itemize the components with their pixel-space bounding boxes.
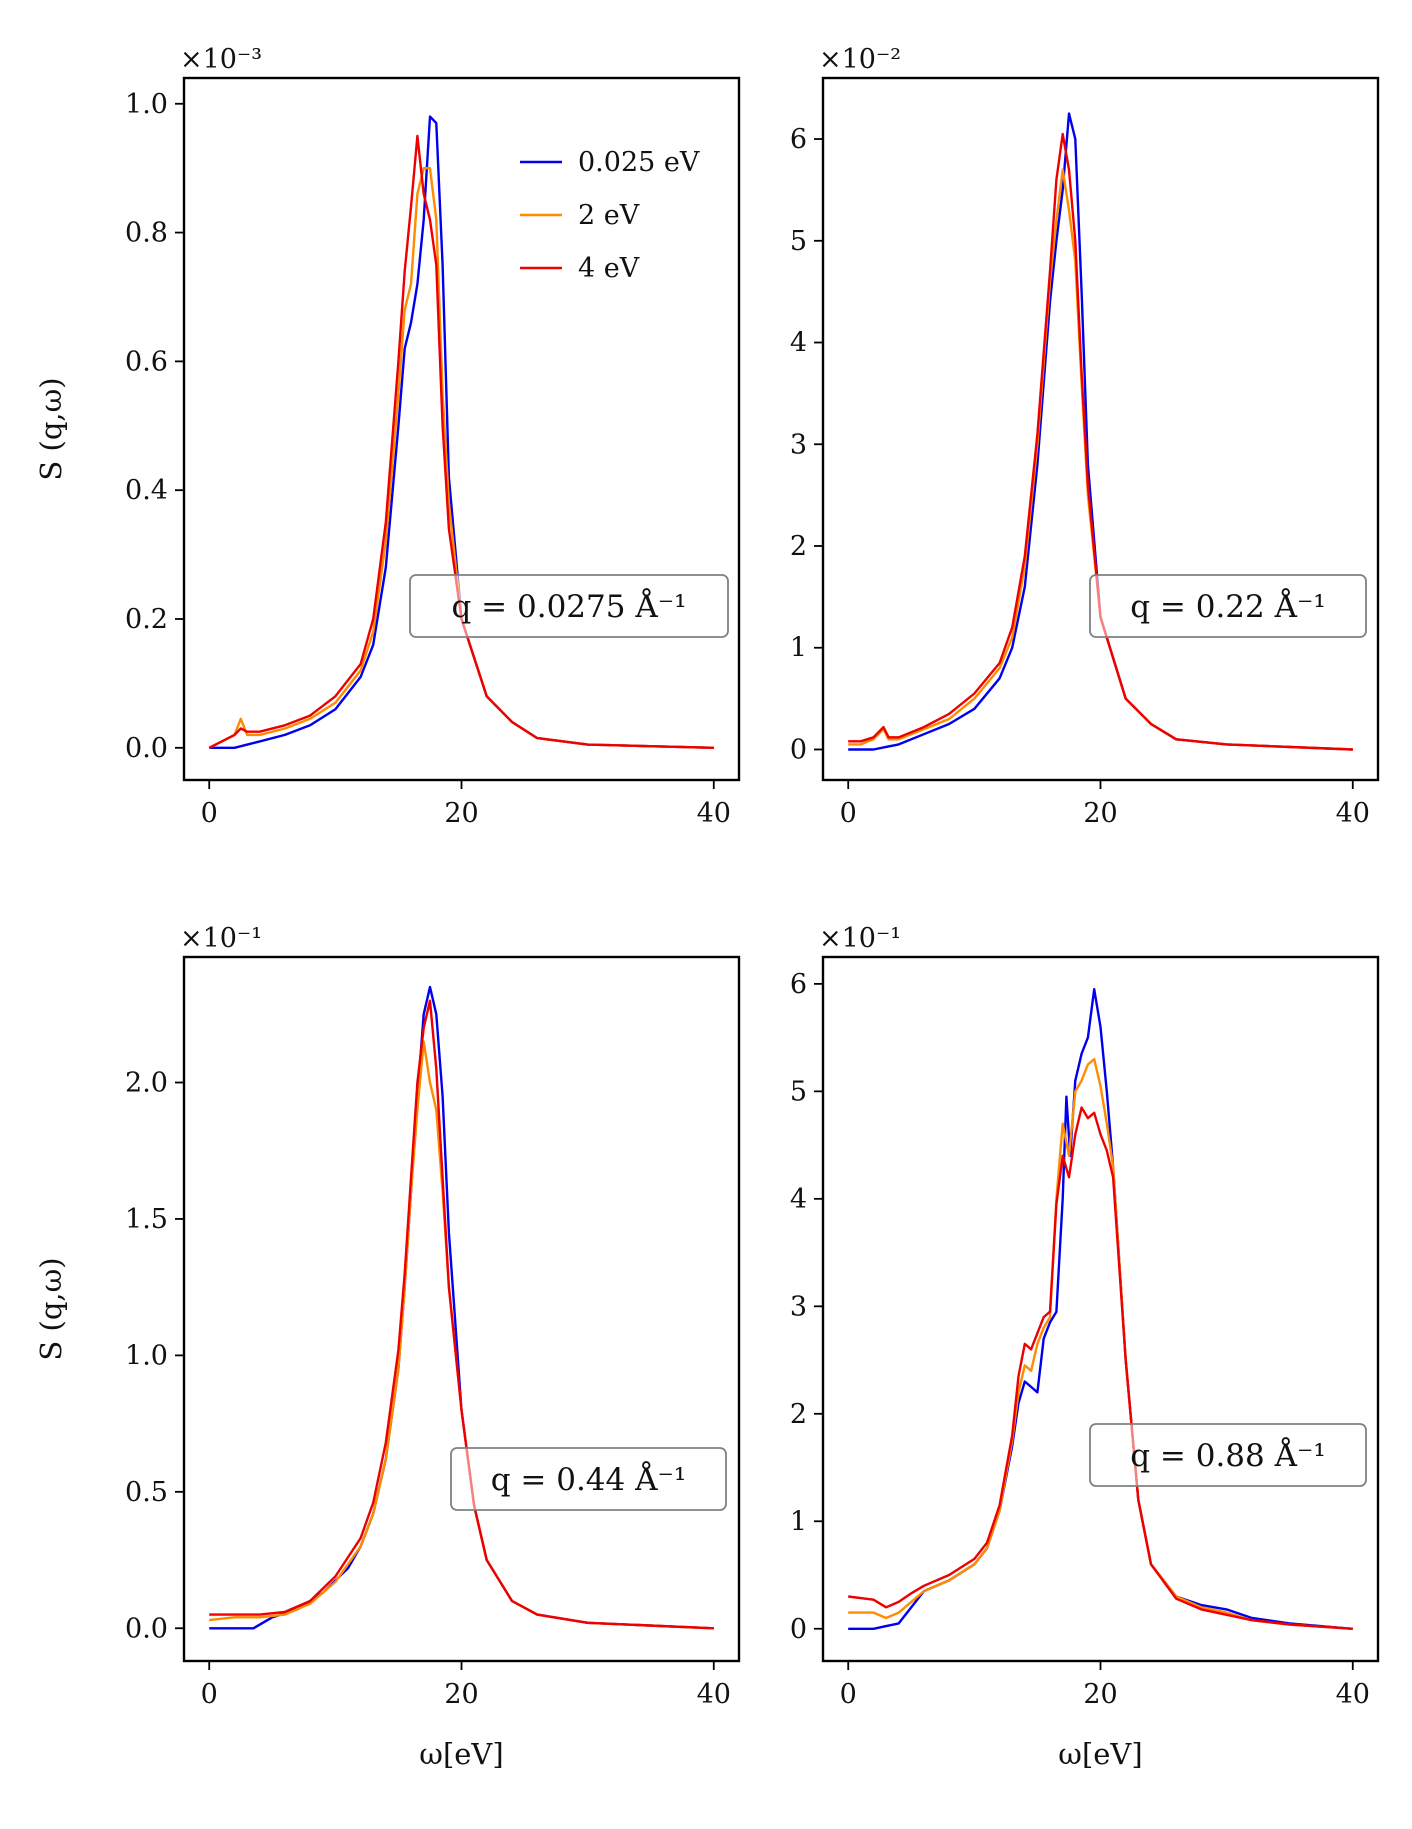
axis-multiplier: ×10⁻² — [819, 44, 901, 75]
legend-label-2: 2 eV — [578, 200, 640, 231]
x-tick-label: 40 — [697, 798, 731, 829]
y-tick-label: 1 — [790, 633, 807, 664]
annotation-box — [1089, 1423, 1367, 1487]
y-tick-label: 0 — [790, 734, 807, 765]
y-tick-label: 2.0 — [125, 1068, 168, 1099]
y-tick-label: 6 — [790, 969, 807, 1000]
annotation-text: q = 0.44 Å⁻¹ — [491, 1460, 687, 1498]
annotation-text: q = 0.22 Å⁻¹ — [1130, 587, 1326, 625]
series-line-2 — [848, 1057, 1353, 1630]
axes-frame — [182, 76, 741, 782]
legend-label-1: 0.025 eV — [578, 147, 700, 178]
series-line-1 — [848, 112, 1353, 751]
chart-panel-4: 0 20 40 0 1 2 3 4 5 6 ×10⁻¹ ω[eV] q = 0.88 Å⁻¹ — [790, 923, 1380, 1771]
y-tick-label: 5 — [790, 226, 807, 257]
axis-multiplier: ×10⁻¹ — [180, 923, 262, 954]
x-tick-label: 0 — [840, 798, 857, 829]
annotation-box — [450, 1447, 727, 1511]
y-tick-label: 0.0 — [125, 1613, 168, 1644]
y-tick-label: 0.6 — [125, 346, 168, 377]
y-tick-label: 1.5 — [125, 1204, 168, 1235]
x-tick-label: 0 — [840, 1679, 857, 1710]
chart-panel-3: 0 20 40 0.0 0.5 1.0 1.5 2.0 ×10⁻¹ S (q,ω) ω[eV] q =… — [34, 923, 741, 1771]
y-tick-label: 0.4 — [125, 475, 168, 506]
y-tick-label: 3 — [790, 1291, 807, 1322]
series-line-3 — [848, 132, 1353, 751]
x-axis-label: ω[eV] — [419, 1737, 503, 1771]
axes-frame — [821, 955, 1380, 1663]
x-tick-label: 40 — [1336, 1679, 1370, 1710]
x-tick-label: 0 — [201, 1679, 218, 1710]
x-tick-label: 20 — [1083, 798, 1117, 829]
x-tick-label: 20 — [444, 798, 478, 829]
series-line-2 — [209, 1040, 714, 1630]
series-line-3 — [209, 999, 714, 1630]
annotation-text: q = 0.88 Å⁻¹ — [1130, 1436, 1326, 1474]
chart-panel-2: 0 20 40 0 1 2 3 4 5 6 ×10⁻² q = 0.22 Å⁻¹ — [790, 44, 1380, 829]
series-line-1 — [209, 985, 714, 1630]
y-tick-label: 3 — [790, 429, 807, 460]
x-tick-label: 40 — [697, 1679, 731, 1710]
y-tick-label: 4 — [790, 328, 807, 359]
chart-panel-1: 0 20 40 0.0 0.2 0.4 0.6 0.8 1.0 ×10⁻³ S (q,ω) q = 0… — [34, 44, 741, 829]
series-line-2 — [848, 168, 1353, 751]
y-axis-label: S (q,ω) — [34, 1257, 68, 1360]
x-tick-label: 0 — [201, 798, 218, 829]
y-tick-label: 2 — [790, 1399, 807, 1430]
y-axis-label: S (q,ω) — [34, 377, 68, 480]
y-tick-label: 0.5 — [125, 1477, 168, 1508]
x-tick-label: 40 — [1336, 798, 1370, 829]
y-tick-label: 2 — [790, 531, 807, 562]
y-tick-label: 0.2 — [125, 604, 168, 635]
axis-multiplier: ×10⁻³ — [180, 44, 262, 75]
annotation-text: q = 0.0275 Å⁻¹ — [451, 587, 686, 625]
series-line-3 — [208, 134, 714, 749]
axis-multiplier: ×10⁻¹ — [819, 923, 901, 954]
x-axis-label: ω[eV] — [1058, 1737, 1142, 1771]
y-tick-label: 1 — [790, 1506, 807, 1537]
y-tick-label: 0.0 — [125, 733, 168, 764]
annotation-box — [1089, 574, 1367, 638]
legend-label-3: 4 eV — [578, 253, 640, 284]
legend: 0.025 eV 2 eV 4 eV — [520, 147, 700, 284]
annotation-box — [409, 574, 729, 638]
y-tick-label: 0 — [790, 1614, 807, 1645]
x-tick-label: 20 — [444, 1679, 478, 1710]
y-tick-label: 6 — [790, 124, 807, 155]
y-tick-label: 1.0 — [125, 1340, 168, 1371]
axes-frame — [821, 76, 1380, 782]
series-line-3 — [848, 1106, 1353, 1630]
axes-frame — [182, 955, 741, 1663]
y-tick-label: 1.0 — [125, 89, 168, 120]
x-tick-label: 20 — [1083, 1679, 1117, 1710]
y-tick-label: 5 — [790, 1076, 807, 1107]
y-tick-label: 4 — [790, 1184, 807, 1215]
y-tick-label: 0.8 — [125, 218, 168, 249]
